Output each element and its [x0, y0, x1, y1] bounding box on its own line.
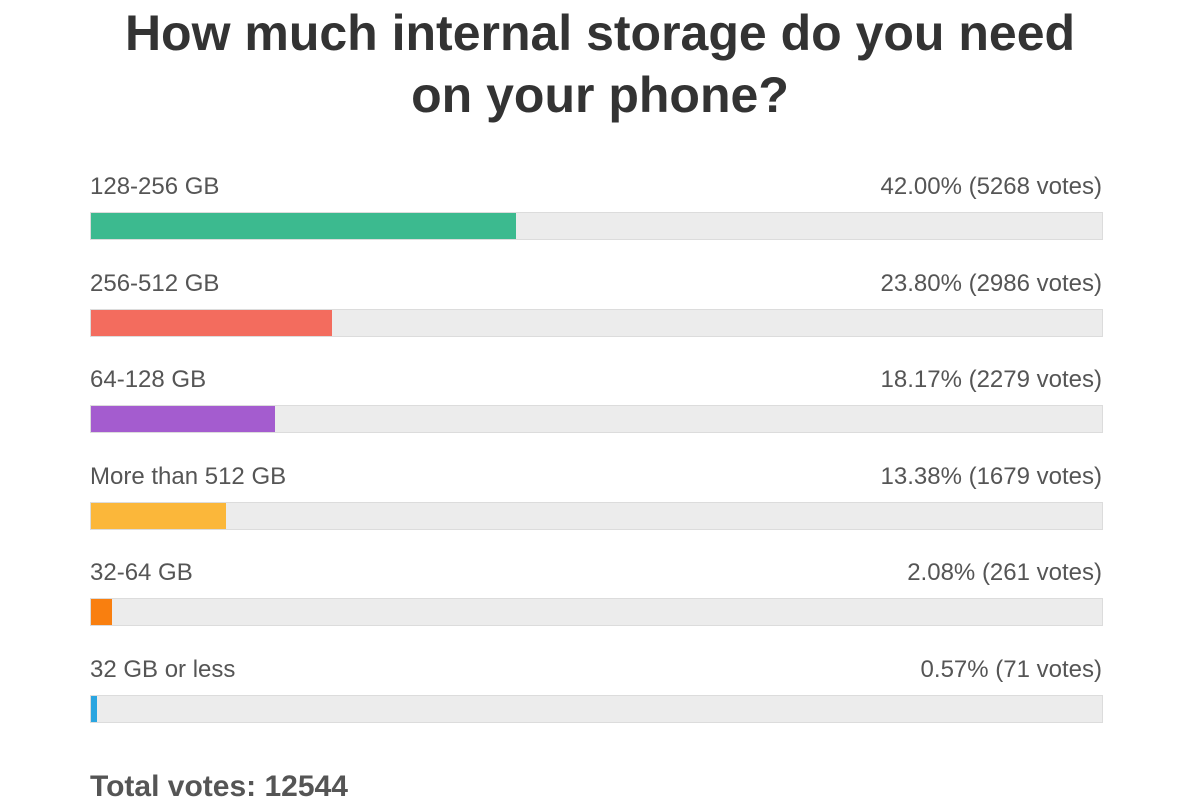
option-result: 2.08% (261 votes): [907, 558, 1102, 588]
option-result: 18.17% (2279 votes): [881, 365, 1102, 395]
bar-track: [90, 212, 1103, 240]
percent-label: 42.00%: [880, 173, 962, 200]
percent-label: 13.38%: [880, 462, 962, 490]
option-label: More than 512 GB: [90, 462, 287, 490]
option-label: 32 GB or less: [90, 655, 236, 683]
total-votes: Total votes: 12544: [90, 770, 348, 803]
bar: [91, 309, 332, 336]
option-result: 42.00% (5268 votes): [881, 172, 1102, 202]
option-label: 128-256 GB: [90, 173, 220, 200]
percent-label: 0.57%: [920, 655, 989, 683]
bar-track: [90, 598, 1103, 626]
option-label: 32-64 GB: [90, 559, 193, 586]
option-label: 256-512 GB: [90, 269, 220, 297]
bar-track: [90, 308, 1103, 337]
votes-label: (261 votes): [981, 559, 1102, 586]
bar: [91, 599, 113, 625]
bar: [91, 406, 275, 432]
bar: [91, 502, 227, 529]
votes-label: (5268 votes): [968, 173, 1102, 200]
option-result: 0.57% (71 votes): [921, 655, 1102, 685]
percent-label: 18.17%: [880, 366, 962, 393]
bar: [91, 213, 516, 239]
percent-label: 23.80%: [880, 269, 962, 297]
percent-label: 2.08%: [907, 559, 976, 586]
option-result: 13.38% (1679 votes): [881, 462, 1102, 492]
bar-track: [90, 405, 1103, 433]
votes-label: (1679 votes): [968, 462, 1102, 490]
votes-label: (2986 votes): [968, 269, 1102, 297]
votes-label: (2279 votes): [968, 366, 1102, 393]
bar-track: [90, 501, 1103, 530]
option-result: 23.80% (2986 votes): [881, 269, 1102, 299]
chart-title: How much internal storage do you need on…: [124, 5, 1076, 123]
option-label: 64-128 GB: [90, 366, 207, 393]
bar: [91, 695, 97, 722]
votes-label: (71 votes): [995, 655, 1102, 683]
bar-track: [90, 694, 1103, 723]
